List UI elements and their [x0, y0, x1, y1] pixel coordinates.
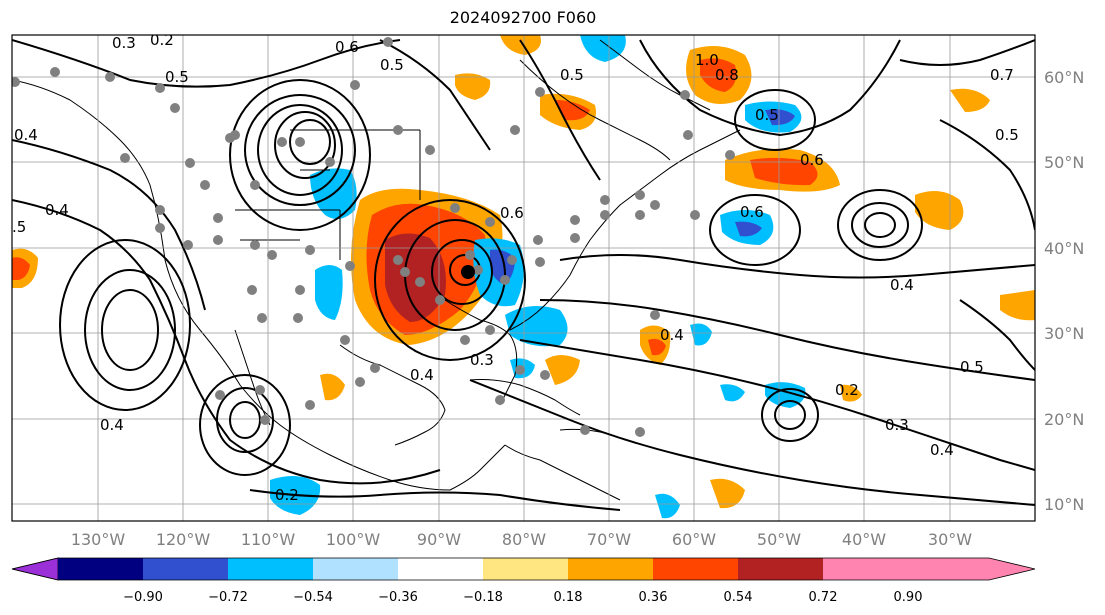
svg-text:.5: .5	[12, 218, 26, 236]
svg-text:90°W: 90°W	[417, 530, 461, 549]
svg-text:0.3: 0.3	[470, 351, 494, 369]
svg-text:0.4: 0.4	[890, 276, 914, 294]
colorbar-segment	[738, 558, 824, 580]
svg-text:0.7: 0.7	[990, 66, 1014, 84]
svg-text:40°W: 40°W	[842, 530, 886, 549]
svg-text:0.6: 0.6	[500, 204, 524, 222]
svg-text:50°N: 50°N	[1044, 153, 1084, 172]
colorbar: −0.90 −0.72 −0.54 −0.36 −0.18 0.18 0.36 …	[11, 557, 1036, 605]
colorbar-segment	[398, 558, 484, 580]
colorbar-segment	[228, 558, 314, 580]
svg-text:0.5: 0.5	[380, 56, 404, 74]
svg-text:0.5: 0.5	[995, 126, 1019, 144]
svg-text:130°W: 130°W	[71, 530, 126, 549]
svg-text:70°W: 70°W	[587, 530, 631, 549]
colorbar-extend-high	[908, 558, 1035, 580]
svg-text:80°W: 80°W	[502, 530, 546, 549]
svg-text:60°N: 60°N	[1044, 68, 1084, 87]
svg-text:0.4: 0.4	[660, 326, 684, 344]
map-border	[11, 34, 1036, 522]
colorbar-segment	[58, 558, 144, 580]
contour-labels: 0.3 0.2 0.6 0.5 0.5 0.4 0.4 .5 1.0 0.8 0…	[12, 31, 1019, 504]
svg-text:0.2: 0.2	[275, 486, 299, 504]
svg-text:0.72: 0.72	[809, 590, 838, 605]
svg-text:0.5: 0.5	[165, 68, 189, 86]
station-markers	[12, 37, 735, 437]
svg-text:0.18: 0.18	[554, 590, 583, 605]
svg-text:0.90: 0.90	[894, 590, 923, 605]
map-title: 2024092700 F060	[449, 8, 597, 27]
svg-text:40°N: 40°N	[1044, 239, 1084, 258]
svg-text:0.5: 0.5	[560, 66, 584, 84]
svg-text:30°N: 30°N	[1044, 324, 1084, 343]
colorbar-segment	[823, 558, 909, 580]
svg-text:1.0: 1.0	[695, 51, 719, 69]
svg-text:10°N: 10°N	[1044, 495, 1084, 514]
svg-text:0.5: 0.5	[960, 358, 984, 376]
svg-text:0.4: 0.4	[930, 441, 954, 459]
svg-text:0.6: 0.6	[800, 151, 824, 169]
svg-text:0.6: 0.6	[335, 38, 359, 56]
svg-text:0.2: 0.2	[150, 31, 174, 49]
colorbar-ticks: −0.90 −0.72 −0.54 −0.36 −0.18 0.18 0.36 …	[123, 590, 922, 605]
storm-center-marker	[461, 265, 475, 279]
svg-text:0.36: 0.36	[639, 590, 668, 605]
svg-text:60°W: 60°W	[672, 530, 716, 549]
svg-text:−0.54: −0.54	[293, 590, 333, 605]
colorbar-segment	[653, 558, 739, 580]
svg-text:0.54: 0.54	[724, 590, 753, 605]
svg-text:0.4: 0.4	[45, 201, 69, 219]
svg-text:50°W: 50°W	[757, 530, 801, 549]
svg-text:0.8: 0.8	[715, 66, 739, 84]
svg-text:0.2: 0.2	[835, 381, 859, 399]
svg-text:−0.72: −0.72	[208, 590, 248, 605]
svg-text:20°N: 20°N	[1044, 410, 1084, 429]
svg-text:120°W: 120°W	[156, 530, 211, 549]
svg-text:−0.18: −0.18	[463, 590, 503, 605]
colorbar-segment	[568, 558, 654, 580]
colorbar-extend-low	[11, 557, 59, 581]
svg-text:0.5: 0.5	[755, 106, 779, 124]
colorbar-segment	[313, 558, 399, 580]
colorbar-segment	[483, 558, 569, 580]
svg-text:0.6: 0.6	[740, 203, 764, 221]
svg-text:30°W: 30°W	[928, 530, 972, 549]
latitude-labels: 60°N 50°N 40°N 30°N 20°N 10°N	[1044, 68, 1084, 514]
contours	[12, 39, 1035, 511]
svg-text:0.4: 0.4	[14, 126, 38, 144]
svg-text:0.4: 0.4	[410, 366, 434, 384]
colorbar-segment	[143, 558, 229, 580]
svg-text:0.3: 0.3	[885, 416, 909, 434]
svg-text:0.4: 0.4	[100, 416, 124, 434]
svg-text:−0.90: −0.90	[123, 590, 163, 605]
svg-text:100°W: 100°W	[326, 530, 381, 549]
svg-text:0.3: 0.3	[112, 34, 136, 52]
svg-text:−0.36: −0.36	[378, 590, 418, 605]
longitude-labels: 130°W 120°W 110°W 100°W 90°W 80°W 70°W 6…	[71, 530, 972, 549]
svg-text:110°W: 110°W	[241, 530, 296, 549]
